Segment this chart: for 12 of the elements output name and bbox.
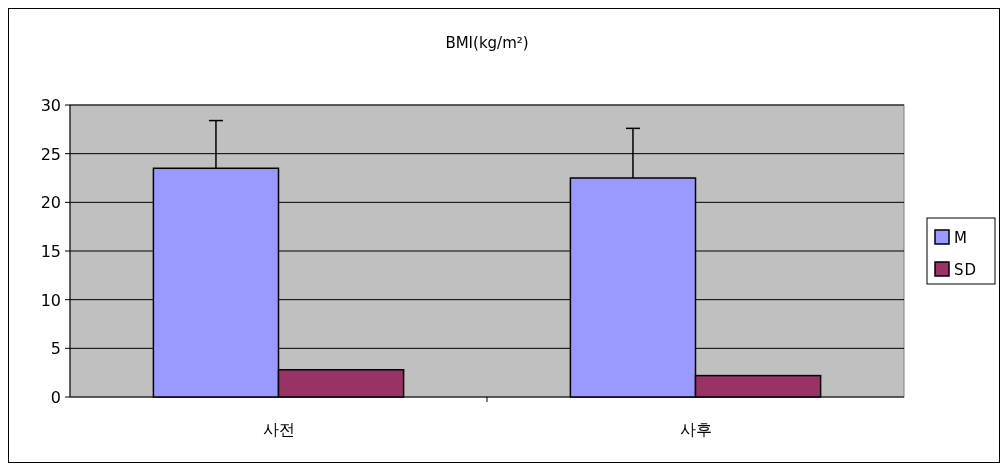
y-tick-label: 10: [40, 290, 61, 310]
y-tick-label: 25: [40, 144, 61, 164]
y-tick-label: 0: [50, 388, 61, 407]
y-tick-label: 5: [50, 339, 61, 359]
legend-label: SD: [954, 261, 978, 279]
chart-title: BMI(kg/m²): [445, 34, 529, 52]
x-tick-label: 사후: [679, 420, 712, 439]
x-tick-label: 사전: [262, 420, 295, 439]
legend-label: M: [954, 229, 968, 247]
y-tick-label: 30: [40, 96, 61, 115]
y-tick-label: 20: [40, 193, 61, 213]
y-tick-label: 15: [40, 242, 61, 261]
